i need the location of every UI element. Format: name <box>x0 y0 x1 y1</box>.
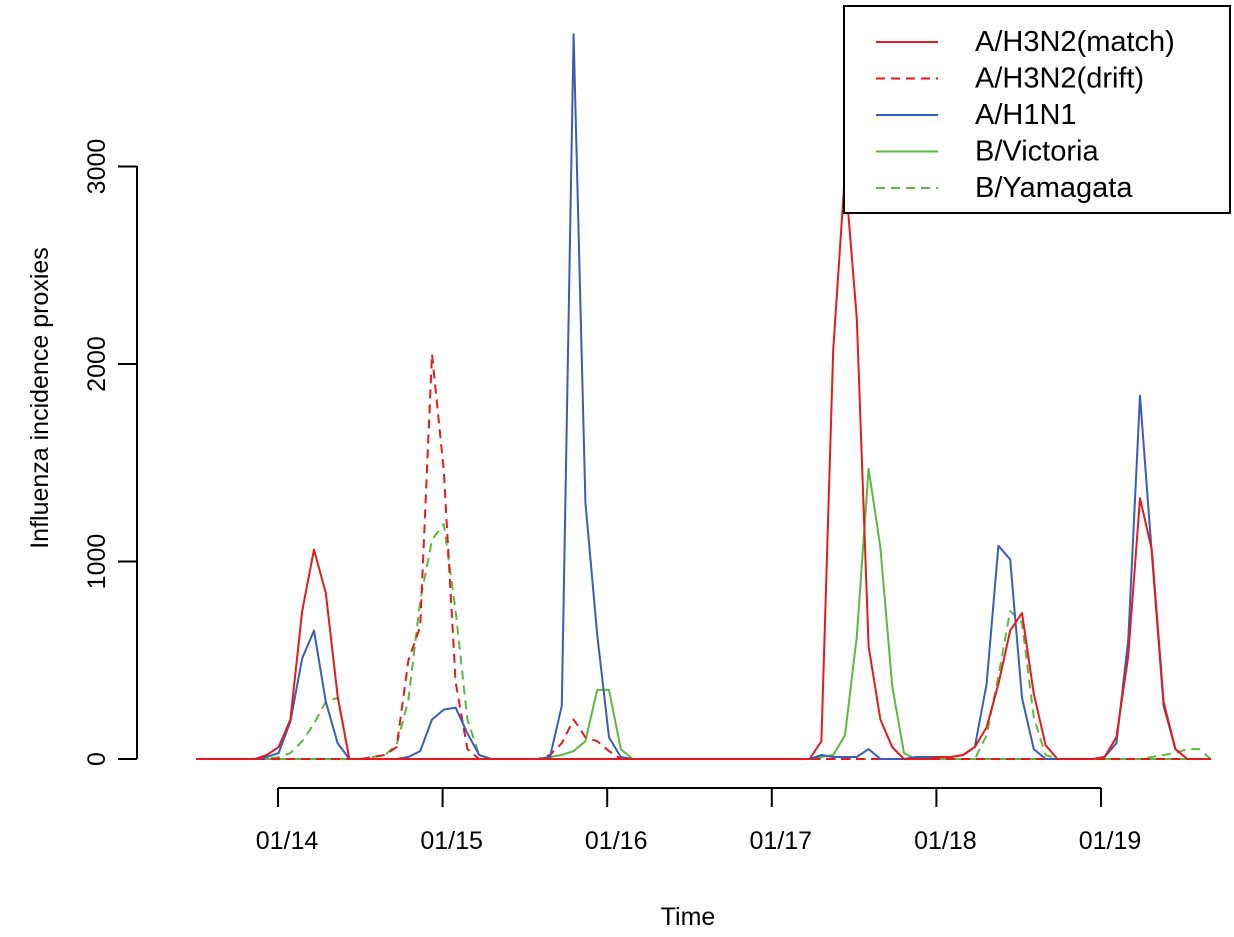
y-tick-label: 1000 <box>83 534 111 590</box>
x-axis-title: Time <box>661 903 716 931</box>
legend-label: A/H3N2(drift) <box>975 63 1144 95</box>
legend: A/H3N2(match) A/H3N2(drift) A/H1N1 B/Victor… <box>843 5 1231 214</box>
x-tick-label: 01/18 <box>914 827 977 855</box>
y-tick-label: 3000 <box>83 139 111 195</box>
y-axis-title: Influenza incidence proxies <box>26 247 54 549</box>
x-axis: 01/14 01/15 01/16 01/17 01/18 01/19 <box>256 787 1142 855</box>
y-tick-label: 0 <box>83 752 111 766</box>
plot-lines <box>196 33 1212 760</box>
legend-label: B/Yamagata <box>975 172 1133 204</box>
x-tick-label: 01/16 <box>585 827 648 855</box>
legend-label: A/H1N1 <box>975 99 1077 131</box>
legend-label: A/H3N2(match) <box>975 26 1175 58</box>
y-axis: 0 1000 2000 3000 <box>83 139 138 766</box>
series-line-b-victoria <box>196 467 1211 760</box>
legend-box <box>843 5 1231 214</box>
x-tick-label: 01/19 <box>1079 827 1142 855</box>
legend-label: B/Victoria <box>975 136 1099 168</box>
series-line-a-h3n2-match <box>196 171 1211 760</box>
y-tick-label: 2000 <box>83 336 111 392</box>
series-line-b-yamagata <box>196 523 1212 760</box>
series-line-a-h3n2-drift <box>196 353 1211 760</box>
x-tick-label: 01/15 <box>420 827 483 855</box>
x-tick-label: 01/14 <box>256 827 319 855</box>
x-tick-label: 01/17 <box>750 827 813 855</box>
